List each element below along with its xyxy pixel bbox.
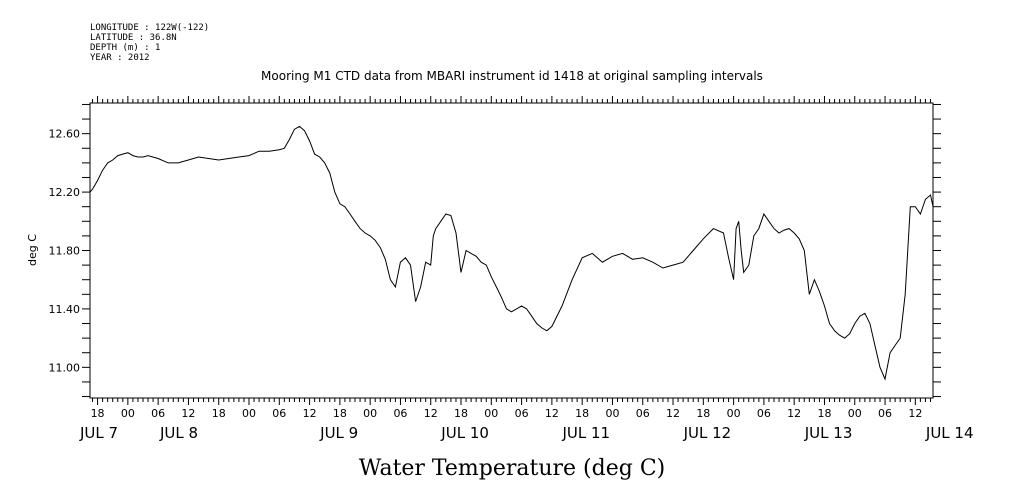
x-hour-label: 18 [333,407,347,420]
x-hour-label: 00 [727,407,741,420]
x-hour-label: 06 [515,407,529,420]
x-day-label: JUL 14 [925,424,974,442]
x-hour-label: 06 [757,407,771,420]
y-tick-label: 11.80 [49,245,81,258]
x-hour-label: 12 [908,407,922,420]
x-hour-label: 00 [605,407,619,420]
chart-title: Mooring M1 CTD data from MBARI instrumen… [261,69,763,83]
temperature-series-line [89,125,934,381]
x-hour-label: 12 [181,407,195,420]
x-hour-label: 06 [393,407,407,420]
latitude-label: LATITUDE : 36.8N [90,33,177,43]
x-hour-label: 06 [636,407,650,420]
x-axis: 18 00 06 12 18 00 06 12 18 00 06 12 18 00 06 12 18 00 06 12… [79,96,974,442]
x-hour-label: 12 [666,407,680,420]
x-hour-label: 00 [848,407,862,420]
x-day-label: JUL 8 [159,424,198,442]
y-tick-label: 11.00 [49,361,81,374]
plot-frame [89,102,934,399]
x-hour-label: 18 [454,407,468,420]
x-hour-label: 00 [121,407,135,420]
x-day-label: JUL 11 [561,424,610,442]
y-axis-label: deg C [26,234,39,266]
x-axis-title: Water Temperature (deg C) [359,456,666,481]
x-hour-label: 12 [424,407,438,420]
x-hour-label: 00 [484,407,498,420]
x-hour-label: 00 [363,407,377,420]
x-day-label: JUL 10 [440,424,489,442]
x-day-label: JUL 13 [804,424,853,442]
year-label: YEAR : 2012 [90,53,150,63]
y-axis: 11.00 11.40 11.80 12.20 12.60 [49,103,941,398]
metadata-header: LONGITUDE : 122W(-122) LATITUDE : 36.8N … [90,23,209,63]
x-day-label: JUL 12 [683,424,732,442]
x-hour-label: 06 [272,407,286,420]
x-hour-label: 06 [151,407,165,420]
x-hour-label: 06 [878,407,892,420]
x-hour-label: 12 [303,407,317,420]
depth-label: DEPTH (m) : 1 [90,43,160,53]
series-group [89,125,934,381]
x-day-label: JUL 9 [319,424,358,442]
x-hour-label: 18 [817,407,831,420]
x-hour-label: 12 [787,407,801,420]
x-day-label: JUL 7 [79,424,118,442]
x-hour-label: 18 [212,407,226,420]
y-tick-label: 12.20 [49,186,81,199]
x-hour-label: 18 [575,407,589,420]
x-hour-label: 12 [545,407,559,420]
longitude-label: LONGITUDE : 122W(-122) [90,23,209,33]
y-tick-label: 11.40 [49,303,81,316]
y-tick-label: 12.60 [49,128,81,141]
x-hour-label: 18 [696,407,710,420]
x-hour-label: 00 [242,407,256,420]
x-hour-label: 18 [91,407,105,420]
